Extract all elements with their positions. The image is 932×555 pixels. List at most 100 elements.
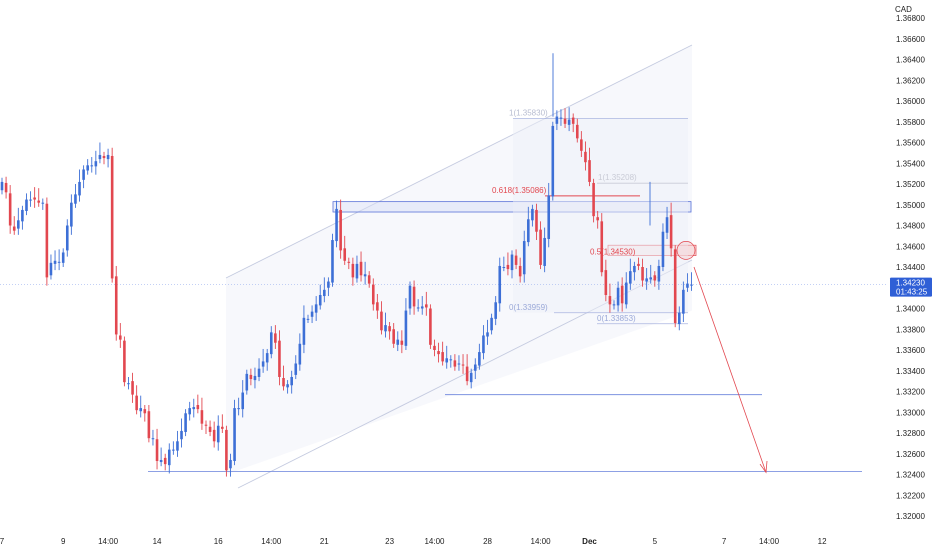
candle-body	[420, 306, 424, 309]
price-tick-label: 1.35200	[896, 180, 925, 189]
candle-body	[367, 275, 371, 284]
candle-body	[425, 304, 428, 308]
price-tick-label: 1.34400	[896, 263, 925, 272]
candle-body	[188, 408, 191, 415]
price-tick-label: 1.36200	[896, 76, 925, 85]
candle-body	[180, 430, 183, 440]
fib-618-label: 0.618(1.35086)	[492, 186, 547, 195]
candle-body	[355, 263, 359, 279]
fib-0-right-label: 0(1.33853)	[597, 314, 636, 323]
candle-body	[490, 317, 493, 331]
candle-body	[82, 169, 85, 180]
candle-body	[633, 265, 636, 273]
candle-body	[608, 296, 612, 305]
candle-body	[482, 335, 485, 354]
candle-body	[53, 260, 57, 264]
candle-body	[376, 302, 379, 311]
candle-body	[241, 392, 245, 410]
candle-body	[159, 459, 163, 463]
candle-body	[294, 363, 298, 375]
candle-body	[257, 368, 261, 377]
candle-body	[461, 364, 465, 366]
candle-body	[200, 410, 204, 424]
candle-body	[143, 409, 147, 414]
candle-body	[339, 209, 342, 251]
candle-body	[616, 287, 620, 306]
candle-body	[282, 378, 285, 387]
current-price-label: 1.34230	[896, 279, 925, 288]
candle-body	[278, 340, 281, 377]
candle-body	[147, 411, 151, 439]
projection-arrow	[693, 266, 767, 473]
price-tick-label: 1.35400	[896, 159, 925, 168]
candle-countdown-label: 01:43:25	[896, 288, 928, 297]
candle-body	[433, 345, 436, 350]
fib-box-left	[513, 118, 688, 313]
time-axis[interactable]: 7 9 14:00 14 16 14:00 21 23 14:00 28 14:00 Dec 5 7 14:…	[0, 530, 888, 550]
candle-body	[249, 374, 253, 380]
candle-body	[408, 285, 412, 309]
time-tick-label: 7	[722, 537, 727, 546]
candle-body	[327, 281, 330, 288]
candle-body	[74, 194, 77, 204]
candle-body	[331, 240, 334, 283]
candle-body	[314, 304, 318, 313]
time-tick-label: 23	[385, 537, 394, 546]
price-tick-label: 1.34800	[896, 222, 925, 231]
candle-body	[12, 226, 16, 231]
candle-body	[604, 270, 608, 296]
candle-body	[473, 364, 477, 371]
candle-body	[139, 408, 143, 412]
current-price-tag	[890, 277, 932, 297]
price-tick-label: 1.36000	[896, 97, 925, 106]
candle-body	[404, 310, 408, 346]
candle-body	[363, 274, 367, 277]
fib-1-left-label: 1(1.35830)	[509, 109, 548, 118]
fib-0-left-label: 0(1.33959)	[509, 303, 548, 312]
drawing-layer: 1(1.35830) 0.618(1.35086) 1(1.35208) 0.5(1.…	[0, 44, 888, 489]
candle-body	[212, 429, 216, 442]
price-tick-label: 1.33400	[896, 367, 925, 376]
candle-body	[510, 254, 514, 271]
price-axis-bg	[888, 0, 932, 550]
time-tick-label: 5	[653, 537, 658, 546]
time-tick-label: 16	[214, 537, 223, 546]
candle-body	[302, 317, 306, 345]
candle-body	[392, 329, 395, 344]
candle-body	[61, 252, 65, 263]
time-tick-label: 14:00	[531, 537, 552, 546]
candle-body	[229, 459, 232, 469]
price-tick-label: 1.34000	[896, 305, 925, 314]
candle-body	[323, 289, 326, 297]
candle-body	[506, 264, 510, 270]
candle-body	[245, 373, 249, 391]
candle-body	[286, 384, 289, 388]
candle-body	[661, 231, 665, 267]
candle-body	[221, 426, 224, 429]
price-tick-label: 1.35800	[896, 118, 925, 127]
candle-body	[123, 340, 126, 383]
projection-arrowhead	[759, 460, 768, 474]
price-tick-label: 1.32600	[896, 450, 925, 459]
price-tick-label: 1.32800	[896, 429, 925, 438]
price-tick-label: 1.33800	[896, 325, 925, 334]
candle-body	[347, 261, 351, 263]
candle-body	[172, 449, 175, 451]
candle-body	[624, 282, 628, 305]
time-tick-label: 14:00	[261, 537, 282, 546]
candle-body	[33, 197, 36, 200]
candle-body	[102, 155, 106, 159]
candle-body	[620, 285, 624, 304]
candle-body	[151, 438, 155, 440]
fib-1-right-label: 1(1.35208)	[598, 173, 637, 182]
candle-body	[380, 311, 383, 331]
candle-body	[412, 286, 416, 307]
candle-body	[665, 217, 669, 233]
candle-body	[17, 220, 20, 229]
candle-body	[184, 413, 187, 432]
candle-body	[351, 263, 355, 278]
candle-body	[49, 262, 53, 276]
